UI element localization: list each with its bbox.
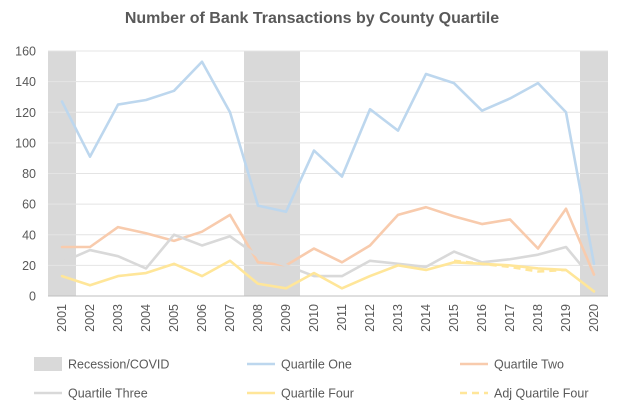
series-lines [60,60,596,293]
x-tick-label: 2012 [363,304,377,332]
x-tick-label: 2004 [139,304,153,332]
x-tick-label: 2010 [307,304,321,332]
legend-item: Recession/COVID [34,357,169,372]
y-tick-label: 160 [15,45,36,59]
x-tick-label: 2014 [419,304,433,332]
series-line-adj-quartile-four [453,259,567,273]
series-line-quartile-two [60,205,596,276]
y-tick-label: 20 [22,259,36,273]
y-tick-label: 80 [22,167,36,181]
x-tick-label: 2020 [587,304,601,332]
legend-label: Quartile Two [494,358,564,372]
legend-label: Recession/COVID [68,358,169,372]
legend: Recession/COVID Quartile One Quartile Two Q… [34,357,588,401]
y-tick-label: 0 [29,290,36,304]
x-tick-label: 2003 [111,304,125,332]
legend-item: Quartile One [247,358,352,372]
x-tick-label: 2005 [167,304,181,332]
x-tick-label: 2008 [251,304,265,332]
legend-swatch [34,357,62,371]
x-tick-label: 2007 [223,304,237,332]
x-tick-label: 2019 [559,304,573,332]
x-tick-label: 2009 [279,304,293,332]
legend-label: Quartile Three [68,387,148,401]
x-tick-label: 2001 [55,304,69,332]
legend-item: Quartile Two [460,358,564,372]
x-tick-label: 2015 [447,304,461,332]
legend-item: Quartile Three [34,387,148,401]
x-tick-label: 2002 [83,304,97,332]
chart-title: Number of Bank Transactions by County Qu… [124,10,500,27]
x-tick-label: 2018 [531,304,545,332]
y-axis-ticks: 0 20 40 60 80 100 120 140 160 [15,45,36,304]
legend-label: Adj Quartile Four [494,387,588,401]
legend-label: Quartile One [281,358,352,372]
y-tick-label: 60 [22,198,36,212]
x-tick-label: 2011 [335,304,349,331]
y-tick-label: 40 [22,228,36,242]
series-line-quartile-one [60,60,596,266]
y-tick-label: 140 [15,75,36,89]
x-tick-label: 2017 [503,304,517,332]
y-tick-label: 100 [15,136,36,150]
x-axis-ticks: 2001 2002 2003 2004 2005 2006 2007 2008 2009 2010… [55,304,601,332]
legend-item: Quartile Four [247,387,354,401]
gridlines [48,50,608,297]
x-tick-label: 2006 [195,304,209,332]
y-tick-label: 120 [15,106,36,120]
x-tick-label: 2016 [475,304,489,332]
x-tick-label: 2013 [391,304,405,332]
series-line-quartile-three [60,233,596,282]
legend-item: Adj Quartile Four [460,387,588,401]
legend-label: Quartile Four [281,387,354,401]
